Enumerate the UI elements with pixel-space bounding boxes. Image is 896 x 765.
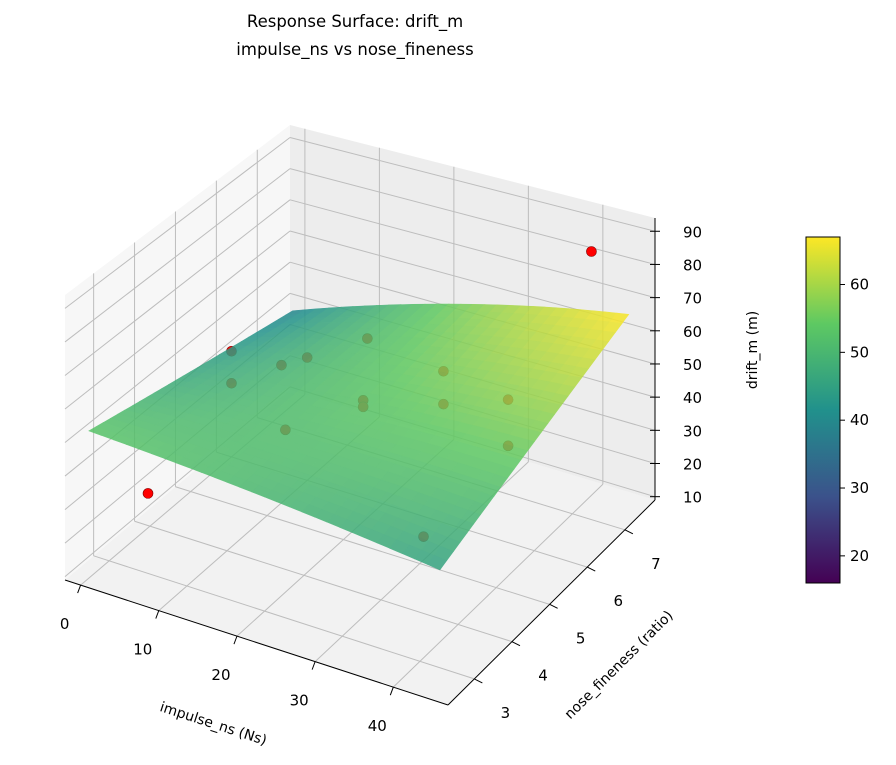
z-tick-label: 80 bbox=[683, 256, 702, 274]
y-tick bbox=[474, 678, 483, 684]
y-axis-line bbox=[447, 499, 656, 706]
gridline-x-floor bbox=[392, 483, 604, 688]
x-axis-label: impulse_ns (Ns) bbox=[158, 699, 269, 749]
x-tick bbox=[155, 610, 160, 619]
colorbar: 20 30 40 50 60 bbox=[805, 236, 869, 584]
x-tick-label: 10 bbox=[133, 641, 152, 659]
z-tick-label: 20 bbox=[683, 456, 702, 474]
z-tick-label: 10 bbox=[683, 489, 702, 507]
chart-subtitle: impulse_ns vs nose_fineness bbox=[236, 40, 474, 59]
y-tick-label: 7 bbox=[651, 555, 661, 573]
colorbar-tick-label: 50 bbox=[850, 343, 869, 361]
chart-title: Response Surface: drift_m bbox=[246, 12, 464, 31]
surface-patch bbox=[426, 554, 448, 571]
z-axis-label: drift_m (m) bbox=[745, 311, 761, 389]
z-tick-label: 90 bbox=[683, 223, 702, 241]
axis-lines bbox=[64, 218, 660, 706]
y-tick-label: 5 bbox=[576, 629, 586, 647]
x-tick-label: 40 bbox=[368, 717, 387, 735]
surface bbox=[88, 303, 630, 571]
x-tick-label: 0 bbox=[60, 615, 70, 633]
y-axis-label: nose_fineness (ratio) bbox=[562, 608, 677, 723]
x-tick bbox=[311, 661, 316, 670]
gridline-z-left bbox=[64, 230, 291, 410]
data-point bbox=[586, 246, 597, 257]
gridline-y-floor bbox=[93, 555, 475, 680]
colorbar-tick-label: 60 bbox=[850, 275, 869, 293]
gridline-y-floor bbox=[134, 520, 513, 643]
y-tick-label: 4 bbox=[538, 667, 548, 685]
z-tick-label: 60 bbox=[683, 323, 702, 341]
x-tick-label: 30 bbox=[290, 692, 309, 710]
data-point bbox=[142, 488, 154, 499]
x-axis-line bbox=[64, 579, 449, 706]
colorbar-tick-label: 30 bbox=[850, 479, 869, 497]
colorbar-tick-label: 20 bbox=[850, 547, 869, 565]
x-tick bbox=[77, 584, 82, 594]
gridline-z-back bbox=[289, 199, 656, 299]
gridline-z-back bbox=[289, 136, 656, 232]
colorbar-gradient bbox=[805, 236, 841, 584]
y-tick bbox=[549, 603, 558, 609]
y-tick-label: 3 bbox=[501, 704, 511, 722]
colorbar-tick-label: 40 bbox=[850, 411, 869, 429]
y-tick bbox=[587, 566, 596, 572]
gridline-z-left bbox=[64, 199, 291, 376]
z-tick-label: 70 bbox=[683, 290, 702, 308]
gridline-z-left bbox=[64, 168, 291, 343]
x-tick-label: 20 bbox=[211, 666, 230, 684]
x-tick bbox=[389, 686, 394, 696]
y-tick bbox=[511, 641, 521, 647]
gridline-z-left bbox=[64, 261, 291, 443]
y-tick bbox=[624, 529, 634, 535]
z-tick-label: 40 bbox=[683, 389, 702, 407]
z-tick-label: 50 bbox=[683, 356, 702, 374]
z-tick-label: 30 bbox=[683, 422, 702, 440]
x-tick bbox=[233, 635, 238, 645]
y-tick-label: 6 bbox=[613, 592, 623, 610]
gridline-y-floor bbox=[175, 486, 550, 605]
gridline-z-left bbox=[64, 137, 291, 309]
tick-labels: 0 10 20 30 40 3 4 5 6 7 10 20 30 40 50 60 70 80 90 bbox=[60, 223, 702, 735]
